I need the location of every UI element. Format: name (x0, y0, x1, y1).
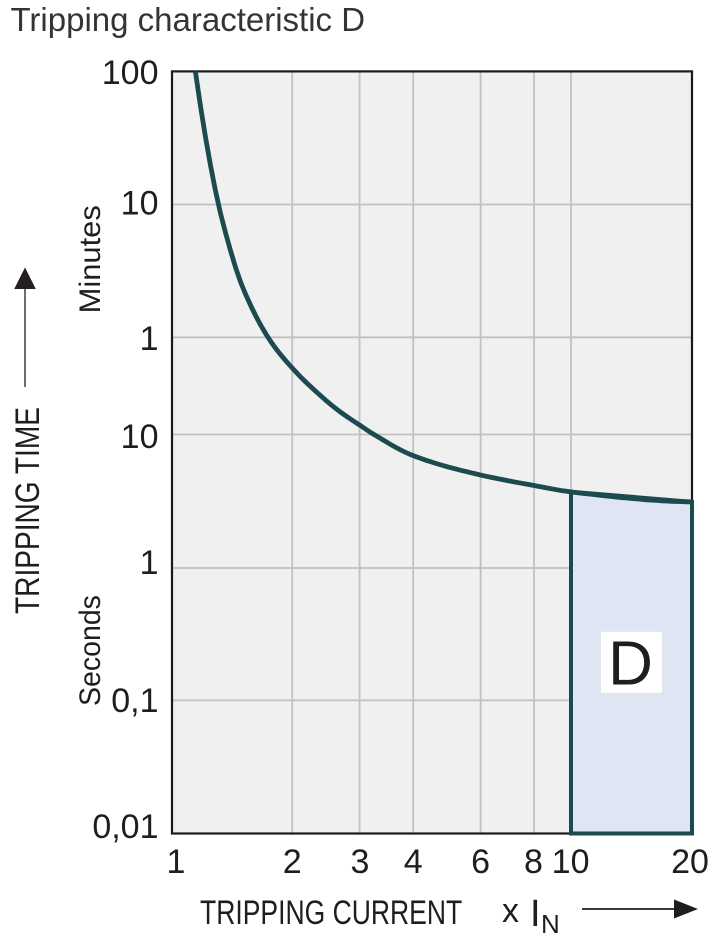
svg-text:1: 1 (140, 544, 159, 582)
svg-text:I: I (530, 893, 541, 935)
svg-text:x: x (502, 892, 519, 930)
svg-text:0,1: 0,1 (111, 682, 158, 720)
svg-text:TRIPPING TIME: TRIPPING TIME (8, 407, 46, 614)
svg-text:4: 4 (404, 843, 423, 881)
svg-text:3: 3 (351, 843, 370, 881)
svg-text:10: 10 (121, 185, 159, 223)
svg-text:Tripping characteristic D: Tripping characteristic D (11, 1, 366, 38)
svg-text:10: 10 (121, 418, 159, 456)
svg-text:1: 1 (140, 320, 159, 358)
svg-text:10: 10 (552, 843, 590, 881)
svg-text:0,01: 0,01 (92, 808, 158, 846)
svg-text:Minutes: Minutes (73, 205, 106, 313)
svg-text:TRIPPING CURRENT: TRIPPING CURRENT (200, 894, 462, 932)
svg-text:6: 6 (471, 843, 490, 881)
svg-text:Seconds: Seconds (74, 595, 107, 706)
svg-text:N: N (541, 909, 560, 939)
svg-text:8: 8 (524, 843, 543, 881)
svg-text:D: D (608, 630, 653, 699)
svg-text:2: 2 (283, 843, 302, 881)
svg-text:1: 1 (167, 843, 186, 881)
svg-text:100: 100 (102, 54, 159, 92)
svg-text:20: 20 (671, 843, 709, 881)
